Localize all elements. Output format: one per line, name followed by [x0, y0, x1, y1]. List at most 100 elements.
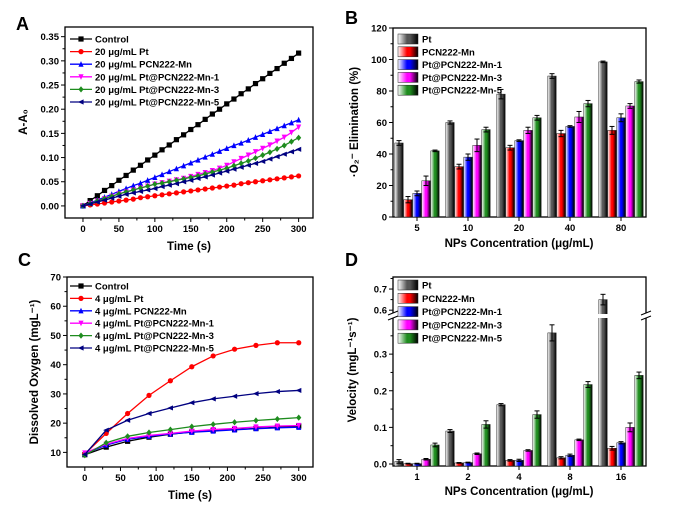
data-point [230, 166, 237, 172]
data-point [145, 157, 151, 163]
axis-break-gap [641, 313, 651, 318]
legend-marker [78, 332, 84, 339]
data-point [209, 151, 215, 157]
data-point [137, 195, 144, 201]
legend-swatch [397, 46, 419, 58]
panel-label: B [345, 8, 358, 28]
data-point [152, 193, 158, 199]
bar [514, 140, 524, 218]
data-point [260, 76, 266, 82]
legend-marker [77, 99, 84, 105]
data-point [245, 152, 251, 159]
legend-label: 20 μg/mL PCN222-Mn [95, 60, 192, 71]
legend-swatch [397, 319, 419, 331]
legend-label: Control [95, 282, 129, 293]
data-point [209, 111, 215, 117]
panel-label: A [16, 14, 29, 34]
data-point [209, 185, 215, 191]
data-point [296, 116, 302, 123]
data-point [259, 158, 266, 165]
bar [547, 75, 557, 218]
legend-swatch [397, 72, 419, 83]
legend-label: Pt@PCN222-Mn-5 [422, 86, 503, 97]
data-point [166, 191, 172, 197]
data-point [159, 147, 165, 153]
data-point [125, 410, 131, 417]
data-point [245, 137, 251, 143]
x-tick-label: 100 [148, 473, 164, 484]
y-axis-label: A-A₀ [18, 109, 30, 135]
bar [556, 133, 566, 218]
legend-label: 20 μg/mL Pt [95, 47, 150, 58]
data-point [202, 186, 208, 192]
data-point [296, 414, 302, 421]
legend-label: 20 μg/mL Pt@PCN222-Mn-5 [95, 98, 220, 109]
data-point [231, 96, 237, 102]
data-point [274, 423, 280, 430]
x-tick-label: 250 [255, 473, 271, 484]
data-point [245, 86, 251, 92]
y-tick-label: 60 [50, 302, 61, 313]
data-point [130, 167, 136, 173]
data-point [94, 193, 100, 199]
series-4 [430, 79, 644, 218]
legend-label: 4 μg/mL Pt [95, 294, 144, 305]
panel-label: D [345, 250, 358, 270]
data-point [159, 171, 165, 178]
data-point [79, 203, 86, 209]
data-point [167, 378, 173, 384]
y-axis-label: ·O₂⁻ Elimination (%) [349, 67, 361, 177]
y-tick-label: 0.30 [41, 56, 60, 67]
y-tick-label: 0.2 [374, 386, 387, 397]
y-tick-label: 0 [382, 213, 387, 224]
y-tick-label: 0.0 [374, 460, 387, 471]
data-point [245, 157, 251, 165]
y-tick-label: 70 [50, 273, 61, 284]
data-point [145, 182, 151, 190]
x-tick-label: 150 [184, 473, 200, 484]
y-tick-label: 20 [50, 419, 61, 430]
panel-D [387, 276, 652, 470]
bar [472, 145, 482, 218]
data-point [295, 146, 302, 152]
data-point [274, 138, 280, 145]
y-tick-label: 0.7 [374, 285, 387, 296]
legend-label: Pt@PCN222-Mn-3 [422, 320, 502, 331]
data-point [223, 168, 230, 174]
series-1 [403, 125, 617, 218]
x-tick-label: 200 [219, 224, 235, 235]
y-tick-label: 30 [50, 389, 61, 400]
x-tick-label: 10 [463, 223, 474, 234]
data-point [296, 50, 302, 56]
legend-label: Pt@PCN222-Mn-1 [422, 307, 503, 318]
legend-label: Pt@PCN222-Mn-5 [422, 334, 503, 345]
data-point [288, 149, 295, 155]
data-point [296, 340, 302, 346]
data-point [152, 181, 158, 188]
data-point [267, 128, 273, 135]
data-point [167, 430, 173, 437]
x-tick-label: 40 [565, 223, 576, 234]
bar [445, 122, 455, 218]
data-point [189, 423, 195, 430]
data-point [188, 400, 195, 406]
data-point [181, 162, 187, 169]
y-tick-label: 0.05 [41, 177, 60, 188]
series-line [84, 342, 299, 455]
data-point [137, 180, 144, 186]
plot-frame [392, 276, 647, 467]
y-tick-label: 0.1 [374, 423, 388, 434]
legend-label: 4 μg/mL Pt@PCN222-Mn-5 [95, 344, 215, 355]
data-point [167, 405, 173, 411]
x-axis-label: NPs Concentration (μg/mL) [445, 238, 594, 250]
y-tick-label: 40 [50, 360, 61, 371]
data-point [266, 156, 273, 162]
legend-swatch [397, 293, 419, 304]
series-5 [81, 387, 302, 458]
data-point [188, 126, 194, 133]
x-tick-label: 150 [183, 224, 199, 235]
data-point [231, 142, 237, 149]
data-point [146, 429, 152, 436]
legend-label: Pt@PCN222-Mn-1 [422, 60, 503, 71]
y-tick-label: 100 [371, 55, 387, 66]
